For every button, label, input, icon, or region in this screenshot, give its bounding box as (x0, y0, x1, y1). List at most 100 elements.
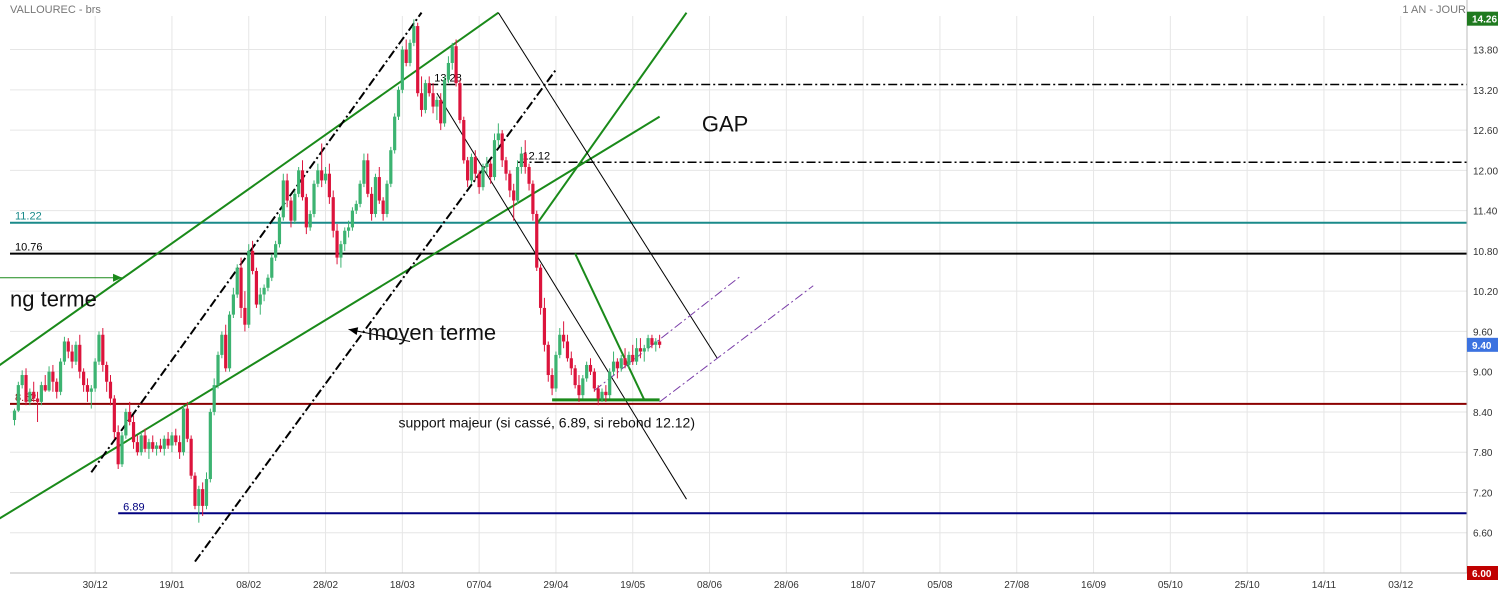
candle-body (320, 170, 324, 181)
arrow-head (348, 327, 359, 336)
candle-body (396, 89, 401, 117)
candle-body (462, 120, 466, 161)
x-tick-label: 05/10 (1158, 580, 1183, 591)
candle-body (577, 385, 581, 396)
arrow-head (113, 273, 123, 282)
candle-body (558, 334, 562, 355)
trend-line (535, 12, 688, 225)
candle-body (28, 391, 32, 402)
candle-body (128, 411, 132, 423)
y-tick-label: 13.80 (1473, 46, 1498, 57)
level-label: 10.76 (15, 242, 43, 254)
candle-body (58, 361, 63, 392)
candle-body (55, 381, 59, 392)
candle-body (638, 348, 643, 352)
candle-body (70, 351, 74, 362)
candle-body (39, 385, 43, 402)
candle-body (404, 49, 408, 63)
trend-line (436, 92, 687, 500)
candle-body (24, 375, 28, 402)
candle-body (227, 314, 232, 369)
candle-body (423, 83, 427, 110)
candle-body (523, 153, 527, 167)
candle-body (565, 341, 570, 359)
candle-body (131, 422, 136, 443)
annotations: ng terme moyen terme GAP support majeur (si… (10, 111, 748, 430)
price-badge (1467, 11, 1498, 26)
x-tick-label: 18/07 (851, 580, 876, 591)
candle-body (277, 217, 282, 245)
candle-body (239, 267, 243, 308)
price-badge-label: 6.00 (1472, 569, 1492, 580)
candle-body (312, 183, 316, 214)
annotation-text: moyen terme (368, 320, 496, 345)
candle-body (350, 210, 355, 228)
candle-body (512, 190, 516, 201)
trend-line (0, 11, 499, 367)
candle-body (469, 156, 474, 181)
candle-body (78, 344, 82, 372)
candle-body (178, 442, 182, 453)
candle-body (508, 173, 512, 191)
candle-body (147, 442, 151, 449)
candle-body (220, 334, 224, 355)
x-tick-label: 19/01 (159, 580, 184, 591)
trend-line (594, 275, 741, 391)
candle-body (515, 166, 520, 201)
candle-body (485, 163, 489, 167)
y-tick-label: 9.00 (1473, 368, 1493, 379)
candle-body (174, 435, 178, 443)
candle-body (623, 358, 627, 365)
candle-body (247, 250, 251, 325)
candle-body (400, 49, 404, 90)
candle-body (450, 46, 454, 63)
candle-body (377, 177, 381, 201)
y-tick-label: 12.60 (1473, 126, 1498, 137)
candle-body (615, 361, 619, 369)
candle-body (519, 153, 523, 167)
candle-body (82, 371, 86, 386)
candle-body (611, 361, 616, 372)
candle-body (162, 438, 166, 449)
candle-body (281, 180, 285, 218)
candle-body (47, 371, 51, 391)
candle-body (427, 83, 431, 94)
x-tick-label: 27/08 (1004, 580, 1029, 591)
x-tick-label: 07/04 (467, 580, 492, 591)
candle-body (500, 133, 504, 161)
candle-body (343, 230, 347, 245)
candle-body (32, 391, 36, 399)
candle-body (197, 489, 201, 506)
candle-body (370, 193, 374, 214)
trend-line (0, 115, 661, 520)
y-tick-label: 9.60 (1473, 327, 1493, 338)
candle-body (308, 213, 312, 228)
period-label: 1 AN - JOUR (1402, 4, 1466, 16)
candle-body (66, 341, 70, 352)
candle-body (435, 99, 439, 107)
candle-body (654, 341, 658, 345)
candle-body (235, 267, 239, 295)
x-tick-label: 19/05 (620, 580, 645, 591)
x-tick-label: 30/12 (83, 580, 108, 591)
candle-body (634, 348, 639, 362)
candle-body (385, 183, 389, 214)
candle-body (631, 354, 635, 362)
candle-body (204, 479, 209, 506)
candle-body (124, 411, 128, 436)
candle-body (224, 334, 228, 369)
candle-body (416, 26, 420, 94)
y-tick-label: 8.40 (1473, 408, 1493, 419)
candle-body (446, 62, 451, 80)
candle-body (158, 445, 163, 449)
candle-body (542, 307, 547, 345)
candle-body (112, 398, 116, 433)
candle-body (546, 344, 550, 376)
y-tick-label: 10.80 (1473, 247, 1498, 258)
candle-body (216, 354, 220, 386)
candle-body (646, 338, 650, 349)
candle-body (439, 99, 443, 124)
x-tick-label: 28/06 (774, 580, 799, 591)
price-badge (1467, 566, 1498, 580)
candle-body (331, 197, 335, 231)
